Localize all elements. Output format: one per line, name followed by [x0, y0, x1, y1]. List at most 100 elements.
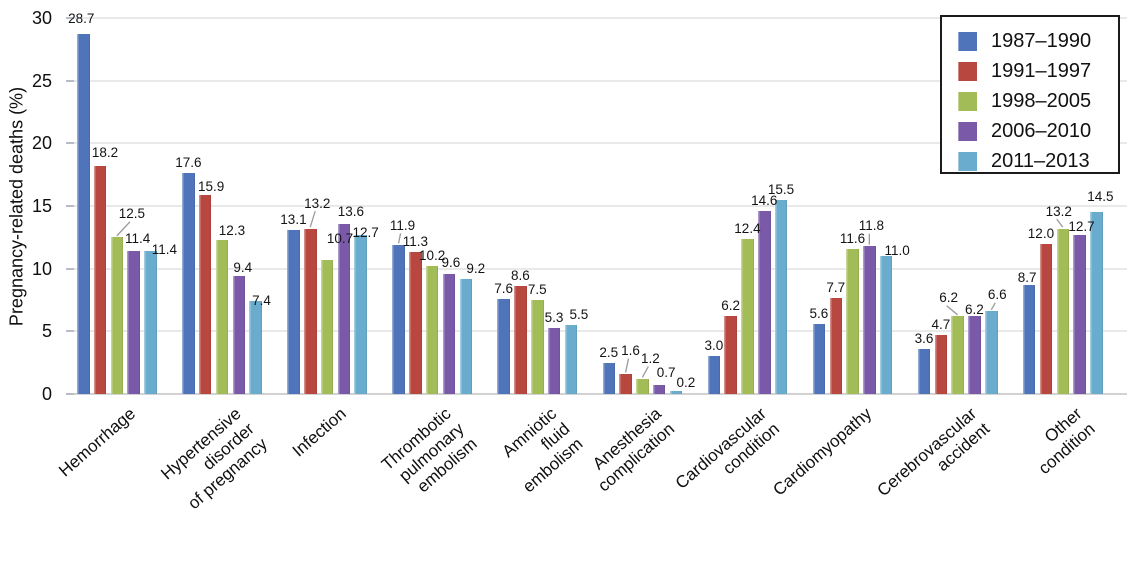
bar-value-label: 0.7 — [656, 365, 676, 381]
y-tick-label: 10 — [31, 258, 52, 279]
bar — [812, 323, 826, 394]
gridline — [74, 330, 1127, 333]
bar — [354, 234, 367, 394]
x-category-label-text: Anesthesia complication — [588, 404, 678, 496]
bar — [602, 362, 615, 394]
bar-value-label: 14.6 — [751, 193, 778, 209]
bar-value-label: 12.0 — [1027, 225, 1055, 241]
bar-value-label: 15.5 — [767, 181, 795, 197]
bar — [409, 252, 422, 394]
x-category-label-text: Cerebrovascular accident — [873, 404, 994, 501]
legend-swatch — [958, 151, 977, 171]
bar — [337, 223, 351, 394]
legend-label: 1991–1997 — [991, 59, 1092, 82]
legend-swatch — [958, 121, 977, 141]
bar — [1056, 228, 1069, 394]
bar-value-label: 7.4 — [252, 293, 271, 309]
bar-value-label: 5.5 — [569, 307, 589, 323]
y-tick-mark — [66, 17, 74, 20]
bar-value-label: 1.6 — [621, 342, 640, 358]
bar — [232, 276, 245, 394]
legend-swatch — [958, 31, 977, 51]
bar-value-label: 9.6 — [441, 254, 461, 270]
bar-value-label: 9.4 — [233, 260, 253, 276]
x-category-label-text: Thrombotic pulmonary embolism — [377, 404, 481, 497]
bar-value-label: 28.7 — [68, 11, 95, 27]
bar-value-label: 5.6 — [809, 305, 829, 321]
gridline — [74, 17, 1127, 20]
bar-value-label: 5.3 — [544, 309, 564, 325]
bar-value-label: 10.2 — [419, 248, 446, 264]
bar-value-label: 6.6 — [987, 287, 1007, 303]
bar — [392, 244, 405, 394]
bar — [127, 251, 140, 394]
bar — [304, 228, 317, 394]
x-category-label-text: Cardiomyopathy — [769, 404, 876, 500]
bar-value-label: 2.5 — [599, 344, 619, 360]
bar — [636, 378, 649, 394]
y-tick-mark — [66, 393, 74, 395]
gridline — [74, 79, 1127, 82]
bar-value-label: 11.8 — [858, 218, 884, 234]
gridline — [74, 142, 1127, 145]
bar-value-label: 11.0 — [884, 243, 910, 259]
x-category-label-text: Hemorrhage — [55, 404, 140, 481]
bar — [669, 391, 683, 394]
bar-value-label: 12.7 — [352, 224, 379, 240]
bar — [110, 237, 124, 394]
bar — [863, 246, 876, 394]
bar — [1022, 284, 1036, 394]
bar-value-label: 13.1 — [280, 211, 307, 227]
bar — [619, 373, 632, 394]
bar — [442, 273, 456, 394]
gridline — [74, 205, 1127, 208]
bar-value-label: 15.9 — [198, 178, 225, 194]
y-tick-label: 5 — [41, 321, 52, 342]
bar — [1039, 243, 1053, 394]
bar — [758, 211, 771, 394]
bar-value-label: 3.6 — [914, 330, 934, 346]
bar-value-label: 7.5 — [527, 282, 547, 298]
bar — [320, 259, 334, 394]
bar — [707, 356, 721, 394]
bar-value-label: 11.4 — [151, 242, 178, 258]
x-category-label-text: Cardiovascular condition — [671, 404, 784, 493]
x-axis-line — [74, 393, 1127, 395]
y-tick-mark — [66, 267, 74, 270]
bar — [459, 278, 472, 394]
bar — [985, 311, 998, 394]
bar-value-label: 11.4 — [125, 231, 151, 247]
legend-label: 2011–2013 — [991, 149, 1090, 172]
legend-swatch — [958, 91, 977, 111]
bar — [93, 165, 107, 394]
bar-value-label: 6.2 — [939, 290, 959, 306]
bar — [1073, 234, 1086, 394]
bar — [652, 385, 666, 394]
bar-value-label: 11.3 — [402, 234, 428, 250]
bar — [564, 325, 578, 394]
bar — [144, 251, 157, 394]
bar-value-label: 7.7 — [826, 279, 846, 295]
bar-value-label: 12.5 — [118, 206, 145, 222]
y-tick-mark — [66, 79, 74, 82]
legend-item: 1991–1997 — [958, 56, 1108, 86]
x-category-label-text: Infection — [288, 404, 350, 461]
bar — [77, 34, 90, 394]
bar — [741, 238, 754, 394]
legend-item: 1987–1990 — [958, 26, 1108, 56]
bar — [497, 298, 510, 394]
y-tick-label: 30 — [31, 8, 52, 29]
bar — [917, 348, 931, 394]
legend-label: 1987–1990 — [991, 29, 1092, 52]
bar — [724, 316, 737, 394]
bar — [934, 335, 948, 394]
legend-label: 2006–2010 — [991, 119, 1092, 142]
legend-item: 2011–2013 — [958, 146, 1108, 176]
legend-item: 1998–2005 — [958, 86, 1108, 116]
bar-value-label: 8.6 — [511, 268, 530, 284]
bar — [531, 300, 544, 394]
bar-value-label: 10.7 — [326, 230, 354, 246]
bar — [968, 316, 981, 394]
bar-value-label: 13.2 — [304, 195, 331, 211]
bar — [514, 286, 527, 394]
